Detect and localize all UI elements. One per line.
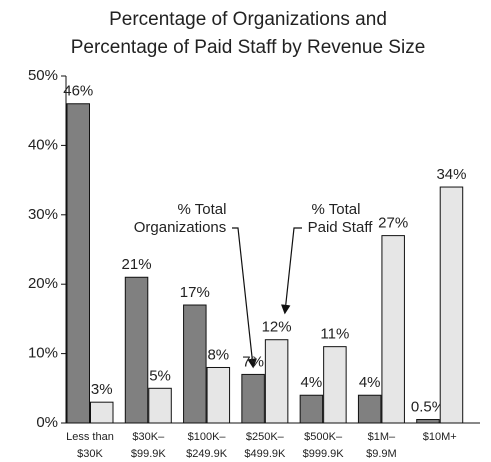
- annotation: % Total: [312, 201, 361, 218]
- x-tick-label: $999.9K: [303, 448, 345, 460]
- x-tick-label: $249.9K: [186, 448, 228, 460]
- bar: [416, 419, 440, 424]
- bar: [264, 339, 289, 424]
- y-tick-label: 10%: [28, 345, 58, 362]
- value-label: 34%: [436, 166, 466, 183]
- arrow: [280, 227, 302, 315]
- value-label: 0.5%: [411, 398, 445, 415]
- chart-title: Percentage of Organizations and: [109, 9, 387, 30]
- y-tick-label: 0%: [36, 414, 58, 431]
- value-label: 27%: [378, 215, 408, 232]
- annotation: Organizations: [134, 219, 227, 236]
- bar: [357, 394, 382, 424]
- bar: [206, 366, 231, 424]
- value-label: 17%: [180, 284, 210, 301]
- x-tick-label: $9.9M: [366, 448, 397, 460]
- value-label: 46%: [63, 83, 93, 100]
- arrow: [232, 227, 257, 369]
- x-tick-label: $1M–: [368, 431, 396, 443]
- value-label: 3%: [91, 381, 113, 398]
- bar: [124, 276, 149, 424]
- value-label: 4%: [301, 374, 323, 391]
- x-tick-label: $250K–: [246, 431, 285, 443]
- value-label: 11%: [320, 326, 349, 343]
- y-tick-label: 40%: [28, 136, 58, 153]
- x-tick-label: $30K–: [132, 431, 165, 443]
- x-tick-label: $100K–: [188, 431, 227, 443]
- x-tick-label: Less than: [66, 431, 114, 443]
- annotation: % Total: [178, 201, 227, 218]
- value-label: 8%: [207, 346, 229, 363]
- bar: [148, 387, 172, 424]
- bar: [66, 103, 90, 424]
- value-label: 5%: [149, 367, 171, 384]
- chart-title: Percentage of Paid Staff by Revenue Size: [71, 37, 426, 58]
- bar: [183, 304, 207, 424]
- y-tick-label: 20%: [28, 275, 58, 292]
- value-label: 4%: [359, 374, 381, 391]
- x-tick-label: $30K: [77, 448, 103, 460]
- x-tick-label: $500K–: [304, 431, 343, 443]
- value-label: 21%: [122, 256, 152, 273]
- y-tick-label: 30%: [28, 206, 58, 223]
- bar: [381, 235, 405, 424]
- bar: [241, 373, 265, 424]
- y-tick-label: 50%: [28, 67, 58, 84]
- annotation: Paid Staff: [308, 219, 374, 236]
- value-label: 7%: [242, 353, 264, 370]
- x-tick-label: $99.9K: [131, 448, 167, 460]
- x-tick-label: $10M+: [423, 431, 457, 443]
- bar: [90, 401, 114, 424]
- bar: [439, 186, 464, 424]
- value-label: 12%: [262, 319, 292, 336]
- bar: [299, 394, 324, 424]
- x-tick-label: $499.9K: [244, 448, 286, 460]
- bar: [323, 346, 347, 424]
